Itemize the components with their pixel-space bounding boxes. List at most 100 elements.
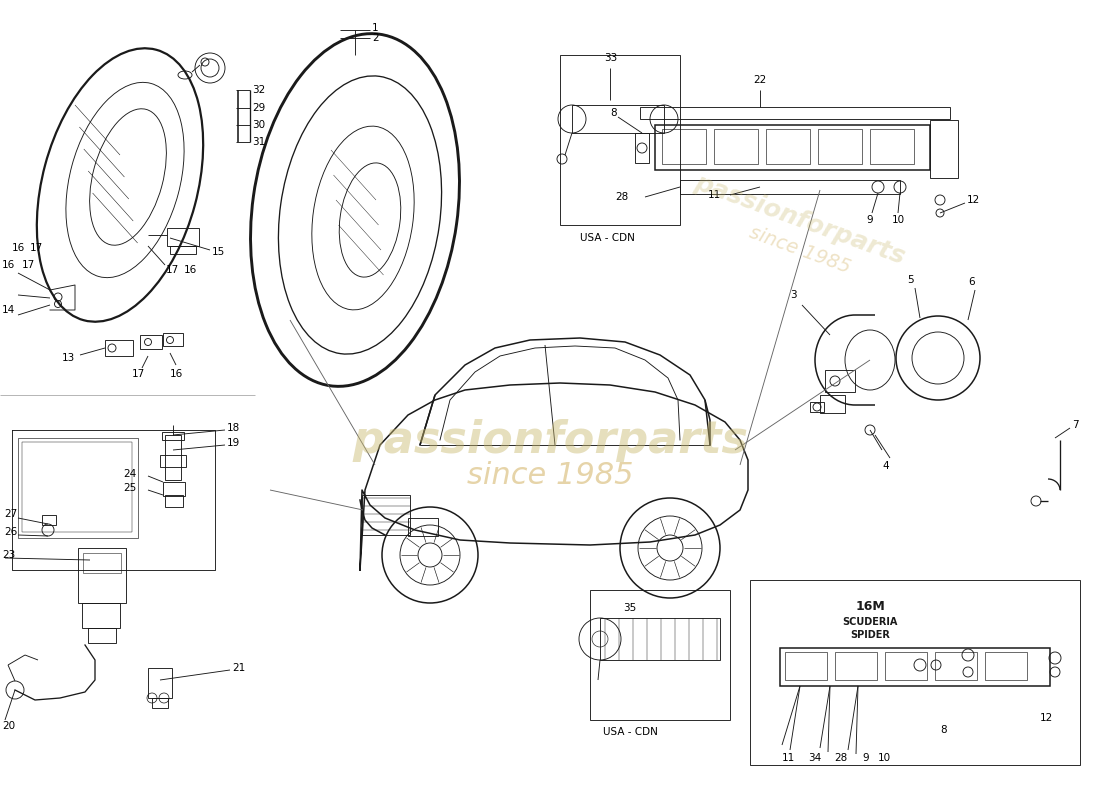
Text: 10: 10 [892,215,905,225]
Text: USA - CDN: USA - CDN [603,727,658,737]
Text: 17: 17 [132,369,145,379]
Bar [165,495,183,507]
Text: 25: 25 [123,483,136,493]
Bar [825,370,855,392]
Text: since 1985: since 1985 [466,461,634,490]
Bar [88,628,116,643]
Text: 11: 11 [782,753,795,763]
Bar [714,129,758,164]
Text: 33: 33 [604,53,617,63]
Bar [163,333,183,346]
Bar [104,340,133,356]
Text: 23: 23 [2,550,15,560]
Text: 16: 16 [2,260,15,270]
Text: 7: 7 [1072,420,1079,430]
Bar [635,133,649,163]
Text: 5: 5 [906,275,913,285]
Text: 27: 27 [4,509,18,519]
Bar [935,652,977,680]
Text: 12: 12 [1040,713,1054,723]
Bar [780,648,1050,686]
Bar [362,495,410,535]
Text: 10: 10 [878,753,891,763]
Text: 16: 16 [184,265,197,275]
Text: 3: 3 [790,290,796,300]
Text: 31: 31 [252,137,265,147]
Text: 17: 17 [166,265,179,275]
Text: 32: 32 [252,85,265,95]
Text: SCUDERIA: SCUDERIA [843,617,898,627]
Bar [820,395,845,413]
Text: 15: 15 [212,247,226,257]
Text: 29: 29 [252,103,265,113]
Text: 17: 17 [30,243,43,253]
Bar [163,482,185,496]
Text: 16: 16 [12,243,25,253]
Text: 20: 20 [2,721,15,731]
Bar [785,652,827,680]
Text: 16M: 16M [855,600,884,613]
Text: 28: 28 [834,753,847,763]
Text: passionforparts: passionforparts [692,170,909,270]
Text: 34: 34 [808,753,822,763]
Text: 19: 19 [227,438,240,448]
Text: 21: 21 [232,663,245,673]
Bar [600,618,720,660]
Text: 12: 12 [967,195,980,205]
Text: 35: 35 [624,603,637,613]
Bar [662,129,706,164]
Bar [22,442,132,532]
Bar [408,518,438,536]
Bar [590,590,730,720]
Bar [560,55,680,225]
Bar [140,335,162,349]
Bar [82,603,120,628]
Text: passionforparts: passionforparts [352,418,748,462]
Bar [170,246,196,254]
Bar [167,228,199,246]
Bar [984,652,1027,680]
Bar [930,120,958,178]
Bar [640,107,950,119]
Bar [78,548,126,603]
Bar [165,435,182,480]
Bar [680,180,900,194]
Text: 22: 22 [754,75,767,85]
Text: 9: 9 [866,215,872,225]
Text: 8: 8 [940,725,947,735]
Text: 30: 30 [252,120,265,130]
Text: 4: 4 [882,461,889,471]
Text: 9: 9 [862,753,869,763]
Bar [160,455,186,467]
Text: 11: 11 [708,190,722,200]
Bar [766,129,810,164]
Bar [654,125,930,170]
Bar [835,652,877,680]
Bar [818,129,862,164]
Bar [750,580,1080,765]
Bar [18,438,138,538]
Text: 24: 24 [123,469,136,479]
Bar [162,432,184,440]
Bar [810,402,824,412]
Text: 26: 26 [4,527,18,537]
Text: 13: 13 [62,353,75,363]
Bar [42,515,56,525]
Text: 18: 18 [227,423,240,433]
Text: 14: 14 [2,305,15,315]
Bar [870,129,914,164]
Text: 8: 8 [610,108,617,118]
Text: 16: 16 [170,369,184,379]
Text: 2: 2 [372,33,378,43]
Text: USA - CDN: USA - CDN [580,233,635,243]
Text: 1: 1 [372,23,378,33]
Text: 28: 28 [615,192,628,202]
Text: SPIDER: SPIDER [850,630,890,640]
Bar [152,698,168,708]
Bar [572,105,664,133]
Text: since 1985: since 1985 [747,223,854,277]
Bar [148,668,172,698]
Bar [82,553,121,573]
Text: 17: 17 [22,260,35,270]
Text: 6: 6 [969,277,976,287]
